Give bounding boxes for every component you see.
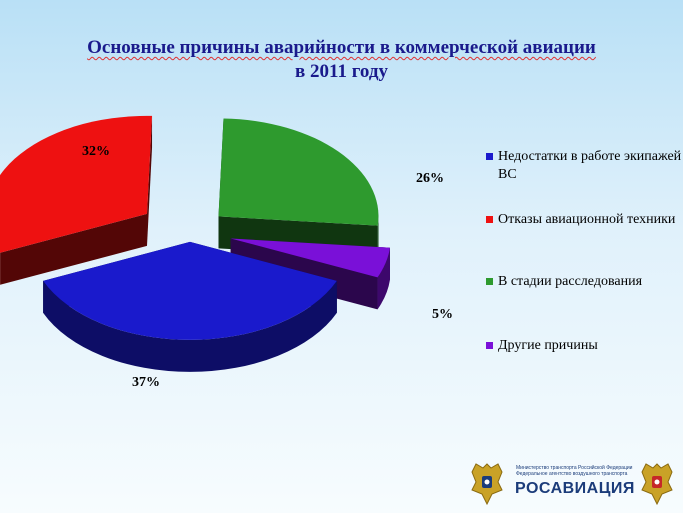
data-label-crew: 37%: [132, 375, 160, 390]
legend-swatch-crew: [486, 153, 493, 160]
double-headed-eagle-icon-left: [471, 463, 503, 506]
logo-name: РОСАВИАЦИЯ: [515, 480, 635, 497]
data-label-equipment: 32%: [82, 144, 110, 159]
pie-slice-investigation: [218, 118, 379, 258]
legend-label-crew: Недостатки в работе экипажей ВС: [498, 149, 682, 182]
legend-swatch-investigation: [486, 278, 493, 285]
pie-slice-crew: [43, 241, 337, 372]
legend-item-other: Другие причины: [486, 337, 682, 355]
legend-item-equipment: Отказы авиационной техники: [486, 211, 682, 229]
legend-swatch-equipment: [486, 216, 493, 223]
data-label-other: 5%: [432, 307, 453, 322]
legend-swatch-other: [486, 342, 493, 349]
legend-item-investigation: В стадии расследования: [486, 273, 682, 291]
chart-title-line1: Основные причины аварийности в коммерчес…: [87, 37, 596, 58]
double-headed-eagle-icon-right: [641, 463, 673, 506]
legend-label-other: Другие причины: [498, 338, 598, 353]
legend-label-investigation: В стадии расследования: [498, 274, 643, 289]
chart-title-line2: в 2011 году: [295, 61, 388, 82]
data-label-investigation: 26%: [416, 171, 444, 186]
pie-slice-equipment: [0, 115, 153, 285]
legend-item-crew: Недостатки в работе экипажей ВС: [486, 148, 682, 184]
chart-title: Основные причины аварийности в коммерчес…: [0, 36, 683, 84]
rosaviatsia-logo: Министерство транспорта Российской Федер…: [468, 460, 678, 508]
ministry-text: Министерство транспорта Российской Федер…: [516, 465, 633, 477]
legend-label-equipment: Отказы авиационной техники: [498, 212, 676, 227]
